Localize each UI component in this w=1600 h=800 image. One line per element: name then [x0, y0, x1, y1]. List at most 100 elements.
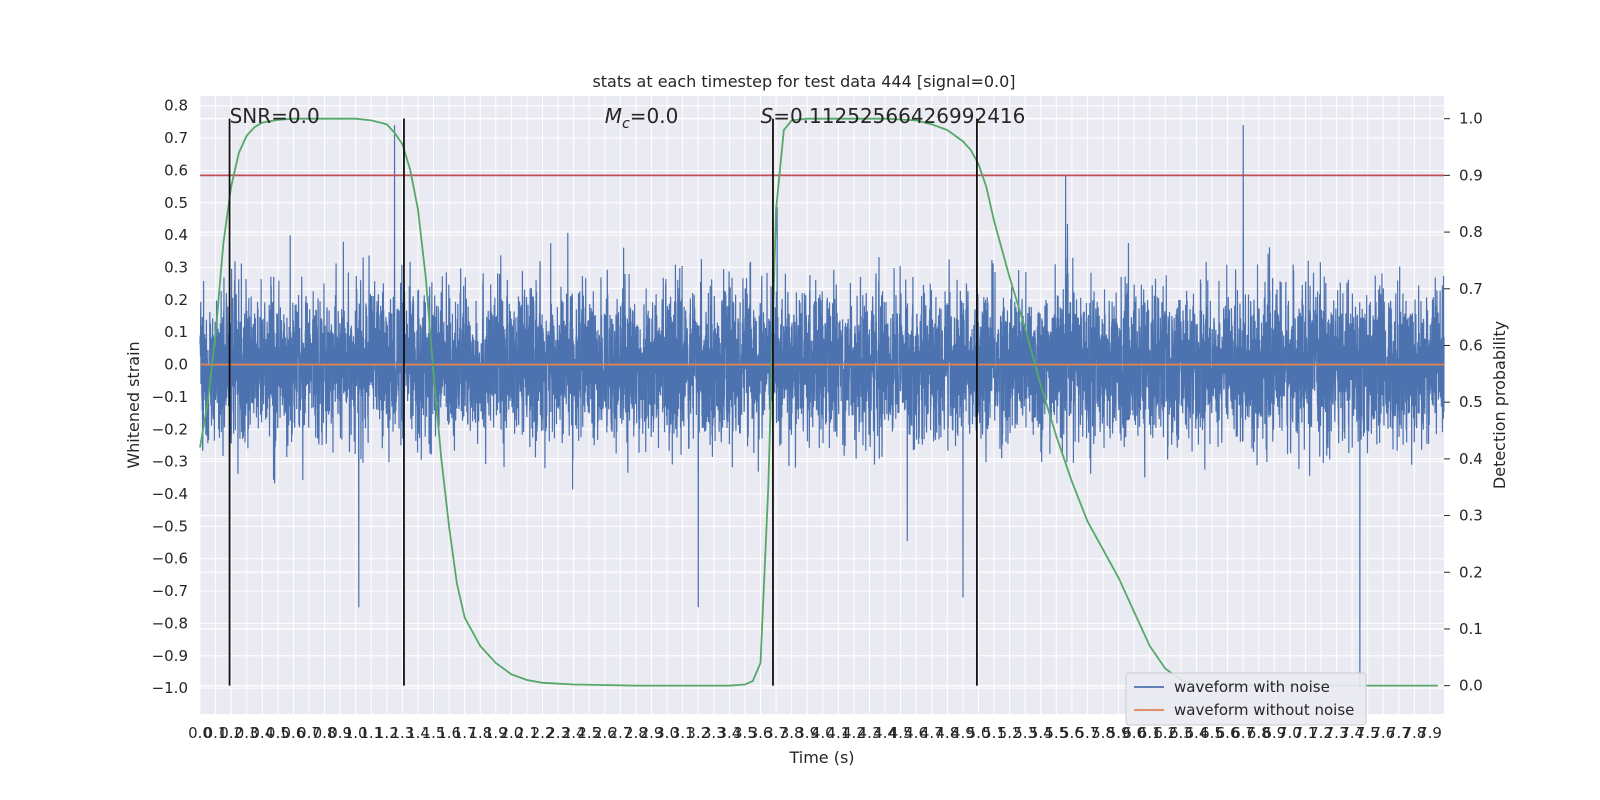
x-tick-label: 5.7: [1076, 724, 1100, 742]
x-tick-label: 3.1: [671, 724, 695, 742]
x-tick-label: 1.5: [422, 724, 446, 742]
y-right-tick-label: 0.9: [1459, 166, 1483, 184]
x-tick-label: 2.6: [593, 724, 617, 742]
x-tick-label: 5.1: [982, 724, 1006, 742]
y-tick-label: 0.0: [164, 356, 188, 374]
x-tick-label: 7.0: [1278, 724, 1302, 742]
y-tick-label: 0.8: [164, 97, 188, 115]
x-tick-label: 5.4: [1029, 724, 1053, 742]
legend-entry: waveform with noise: [1174, 678, 1330, 696]
x-tick-label: 7.3: [1325, 724, 1349, 742]
x-tick-label: 6.5: [1200, 724, 1224, 742]
x-tick-label: 7.8: [1402, 724, 1426, 742]
x-tick-label: 4.0: [811, 724, 835, 742]
y-right-tick-label: 0.7: [1459, 280, 1483, 298]
x-tick-label: 1.8: [468, 724, 492, 742]
y-right-tick-label: 0.3: [1459, 507, 1483, 525]
x-tick-label: 1.1: [359, 724, 383, 742]
x-tick-label: 2.5: [577, 724, 601, 742]
x-tick-label: 5.9: [1107, 724, 1131, 742]
series-detection-probability: [199, 117, 1438, 687]
legend-box: [1125, 672, 1367, 726]
y-tick-label: −0.9: [152, 647, 188, 665]
annotation-text: Mc=0.0: [605, 104, 679, 132]
x-tick-label: 5.0: [967, 724, 991, 742]
y-axis-label: Whitened strain: [124, 341, 143, 468]
x-tick-label: 1.4: [406, 724, 430, 742]
y-right-tick-label: 0.1: [1459, 620, 1483, 638]
x-tick-label: 6.2: [1153, 724, 1177, 742]
x-tick-label: 0.1: [204, 724, 228, 742]
x-tick-label: 6.8: [1247, 724, 1271, 742]
x-tick-label: 3.5: [733, 724, 757, 742]
x-tick-label: 6.4: [1185, 724, 1209, 742]
x-tick-label: 3.0: [655, 724, 679, 742]
x-tick-label: 7.7: [1387, 724, 1411, 742]
x-tick-label: 0.2: [219, 724, 243, 742]
x-tick-label: 3.3: [702, 724, 726, 742]
y-right-tick-label: 0.4: [1459, 450, 1483, 468]
y-right-axis-label: Detection probability: [1490, 321, 1509, 489]
x-tick-label: 1.6: [437, 724, 461, 742]
x-tick-label: 6.6: [1216, 724, 1240, 742]
x-tick-label: 3.9: [795, 724, 819, 742]
y-right-tick-label: 0.2: [1459, 563, 1483, 581]
x-tick-label: 6.0: [1122, 724, 1146, 742]
x-tick-label: 3.7: [764, 724, 788, 742]
x-tick-label: 7.9: [1418, 724, 1442, 742]
x-tick-label: 0.4: [250, 724, 274, 742]
x-tick-label: 4.5: [889, 724, 913, 742]
x-tick-label: 1.3: [390, 724, 414, 742]
x-tick-label: 2.4: [562, 724, 586, 742]
y-right-tick-label: 0.5: [1459, 393, 1483, 411]
x-tick-label: 6.9: [1262, 724, 1286, 742]
x-tick-label: 4.7: [920, 724, 944, 742]
x-tick-label: 5.5: [1044, 724, 1068, 742]
y-tick-label: −0.8: [152, 614, 188, 632]
y-tick-labels: −1.0 −0.9 −0.8 −0.7 −0.6 −0.5 −0.4 −0.3 −0.2 −0.1…: [152, 97, 188, 697]
y-right-tick-label: 0.6: [1459, 336, 1483, 354]
x-tick-label: 5.2: [998, 724, 1022, 742]
x-tick-label: 2.0: [499, 724, 523, 742]
x-tick-label: 7.2: [1309, 724, 1333, 742]
x-tick-label: 6.7: [1231, 724, 1255, 742]
x-tick-label: 2.3: [546, 724, 570, 742]
x-axis-label: Time (s): [788, 748, 854, 767]
x-tick-label: 2.7: [608, 724, 632, 742]
x-tick-label: 4.2: [842, 724, 866, 742]
y-tick-label: 0.6: [164, 161, 188, 179]
y-tick-label: −0.5: [152, 517, 188, 535]
x-tick-label: 3.2: [686, 724, 710, 742]
x-tick-label: 3.8: [780, 724, 804, 742]
annotations: SNR=0.0 Mc=0.0 S=0.11252566426992416: [230, 104, 1026, 132]
annotation-text: SNR=0.0: [230, 104, 320, 128]
x-tick-label: 4.8: [935, 724, 959, 742]
x-tick-label: 0.5: [266, 724, 290, 742]
x-tick-label: 3.6: [749, 724, 773, 742]
x-tick-label: 0.8: [313, 724, 337, 742]
y-right-tick-label: 0.0: [1459, 677, 1483, 695]
annotation-text: S=0.11252566426992416: [761, 104, 1026, 128]
x-tick-label: 2.9: [640, 724, 664, 742]
x-tick-label: 0.7: [297, 724, 321, 742]
y-right-tick-labels: 0.0 0.1 0.2 0.3 0.4 0.5 0.6 0.7 0.8 0.9 1.0: [1444, 110, 1483, 695]
x-tick-label: 2.2: [531, 724, 555, 742]
y-right-tick-label: 1.0: [1459, 110, 1483, 128]
x-tick-label: 1.9: [484, 724, 508, 742]
x-tick-label: 4.6: [904, 724, 928, 742]
y-tick-label: 0.4: [164, 226, 188, 244]
x-tick-label: 7.4: [1340, 724, 1364, 742]
y-tick-label: −0.4: [152, 485, 188, 503]
x-tick-label: 7.1: [1294, 724, 1318, 742]
x-tick-label: 7.6: [1371, 724, 1395, 742]
y-tick-label: 0.1: [164, 323, 188, 341]
x-tick-label: 3.4: [717, 724, 741, 742]
y-tick-label: 0.2: [164, 291, 188, 309]
legend: waveform with noise waveform without nois…: [1125, 672, 1367, 726]
x-tick-label: 7.5: [1356, 724, 1380, 742]
y-right-tick-label: 0.8: [1459, 223, 1483, 241]
x-tick-label: 6.3: [1169, 724, 1193, 742]
vertical-markers: [228, 118, 978, 686]
chart-title: stats at each timestep for test data 444…: [592, 72, 1015, 91]
